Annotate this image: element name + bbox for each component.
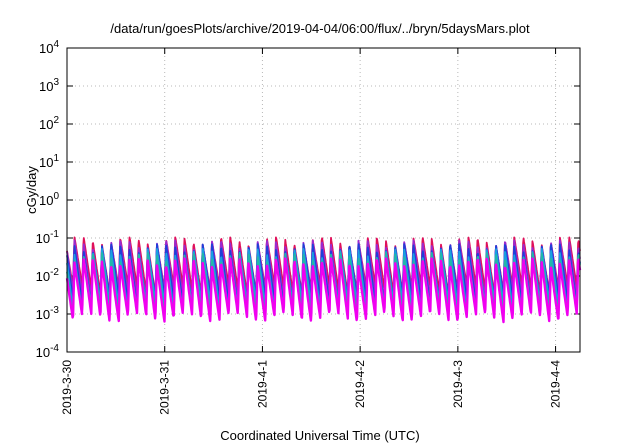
x-tick-label: 2019-3-30 <box>60 360 74 415</box>
x-axis-label: Coordinated Universal Time (UTC) <box>220 428 420 443</box>
y-tick-label: 10-4 <box>36 343 60 360</box>
plot-frame <box>66 47 581 353</box>
x-tick-label: 2019-3-31 <box>158 360 172 415</box>
y-tick-label: 10-2 <box>36 267 60 284</box>
chart-title: /data/run/goesPlots/archive/2019-04-04/0… <box>110 21 530 36</box>
y-tick-label: 101 <box>39 153 59 170</box>
y-tick-label: 104 <box>39 39 59 56</box>
x-tick-label: 2019-4-4 <box>549 360 563 408</box>
y-tick-label: 10-3 <box>36 305 60 322</box>
series-line <box>65 257 582 324</box>
x-tick-label: 2019-4-2 <box>353 360 367 408</box>
y-tick-label: 100 <box>39 191 59 208</box>
x-tick-label: 2019-4-3 <box>451 360 465 408</box>
x-tick-label: 2019-4-1 <box>255 360 269 408</box>
y-axis-label: cGy/day <box>24 166 39 214</box>
y-tick-label: 10-1 <box>36 229 60 246</box>
y-tick-label: 103 <box>39 77 59 94</box>
y-tick-label: 102 <box>39 115 59 132</box>
